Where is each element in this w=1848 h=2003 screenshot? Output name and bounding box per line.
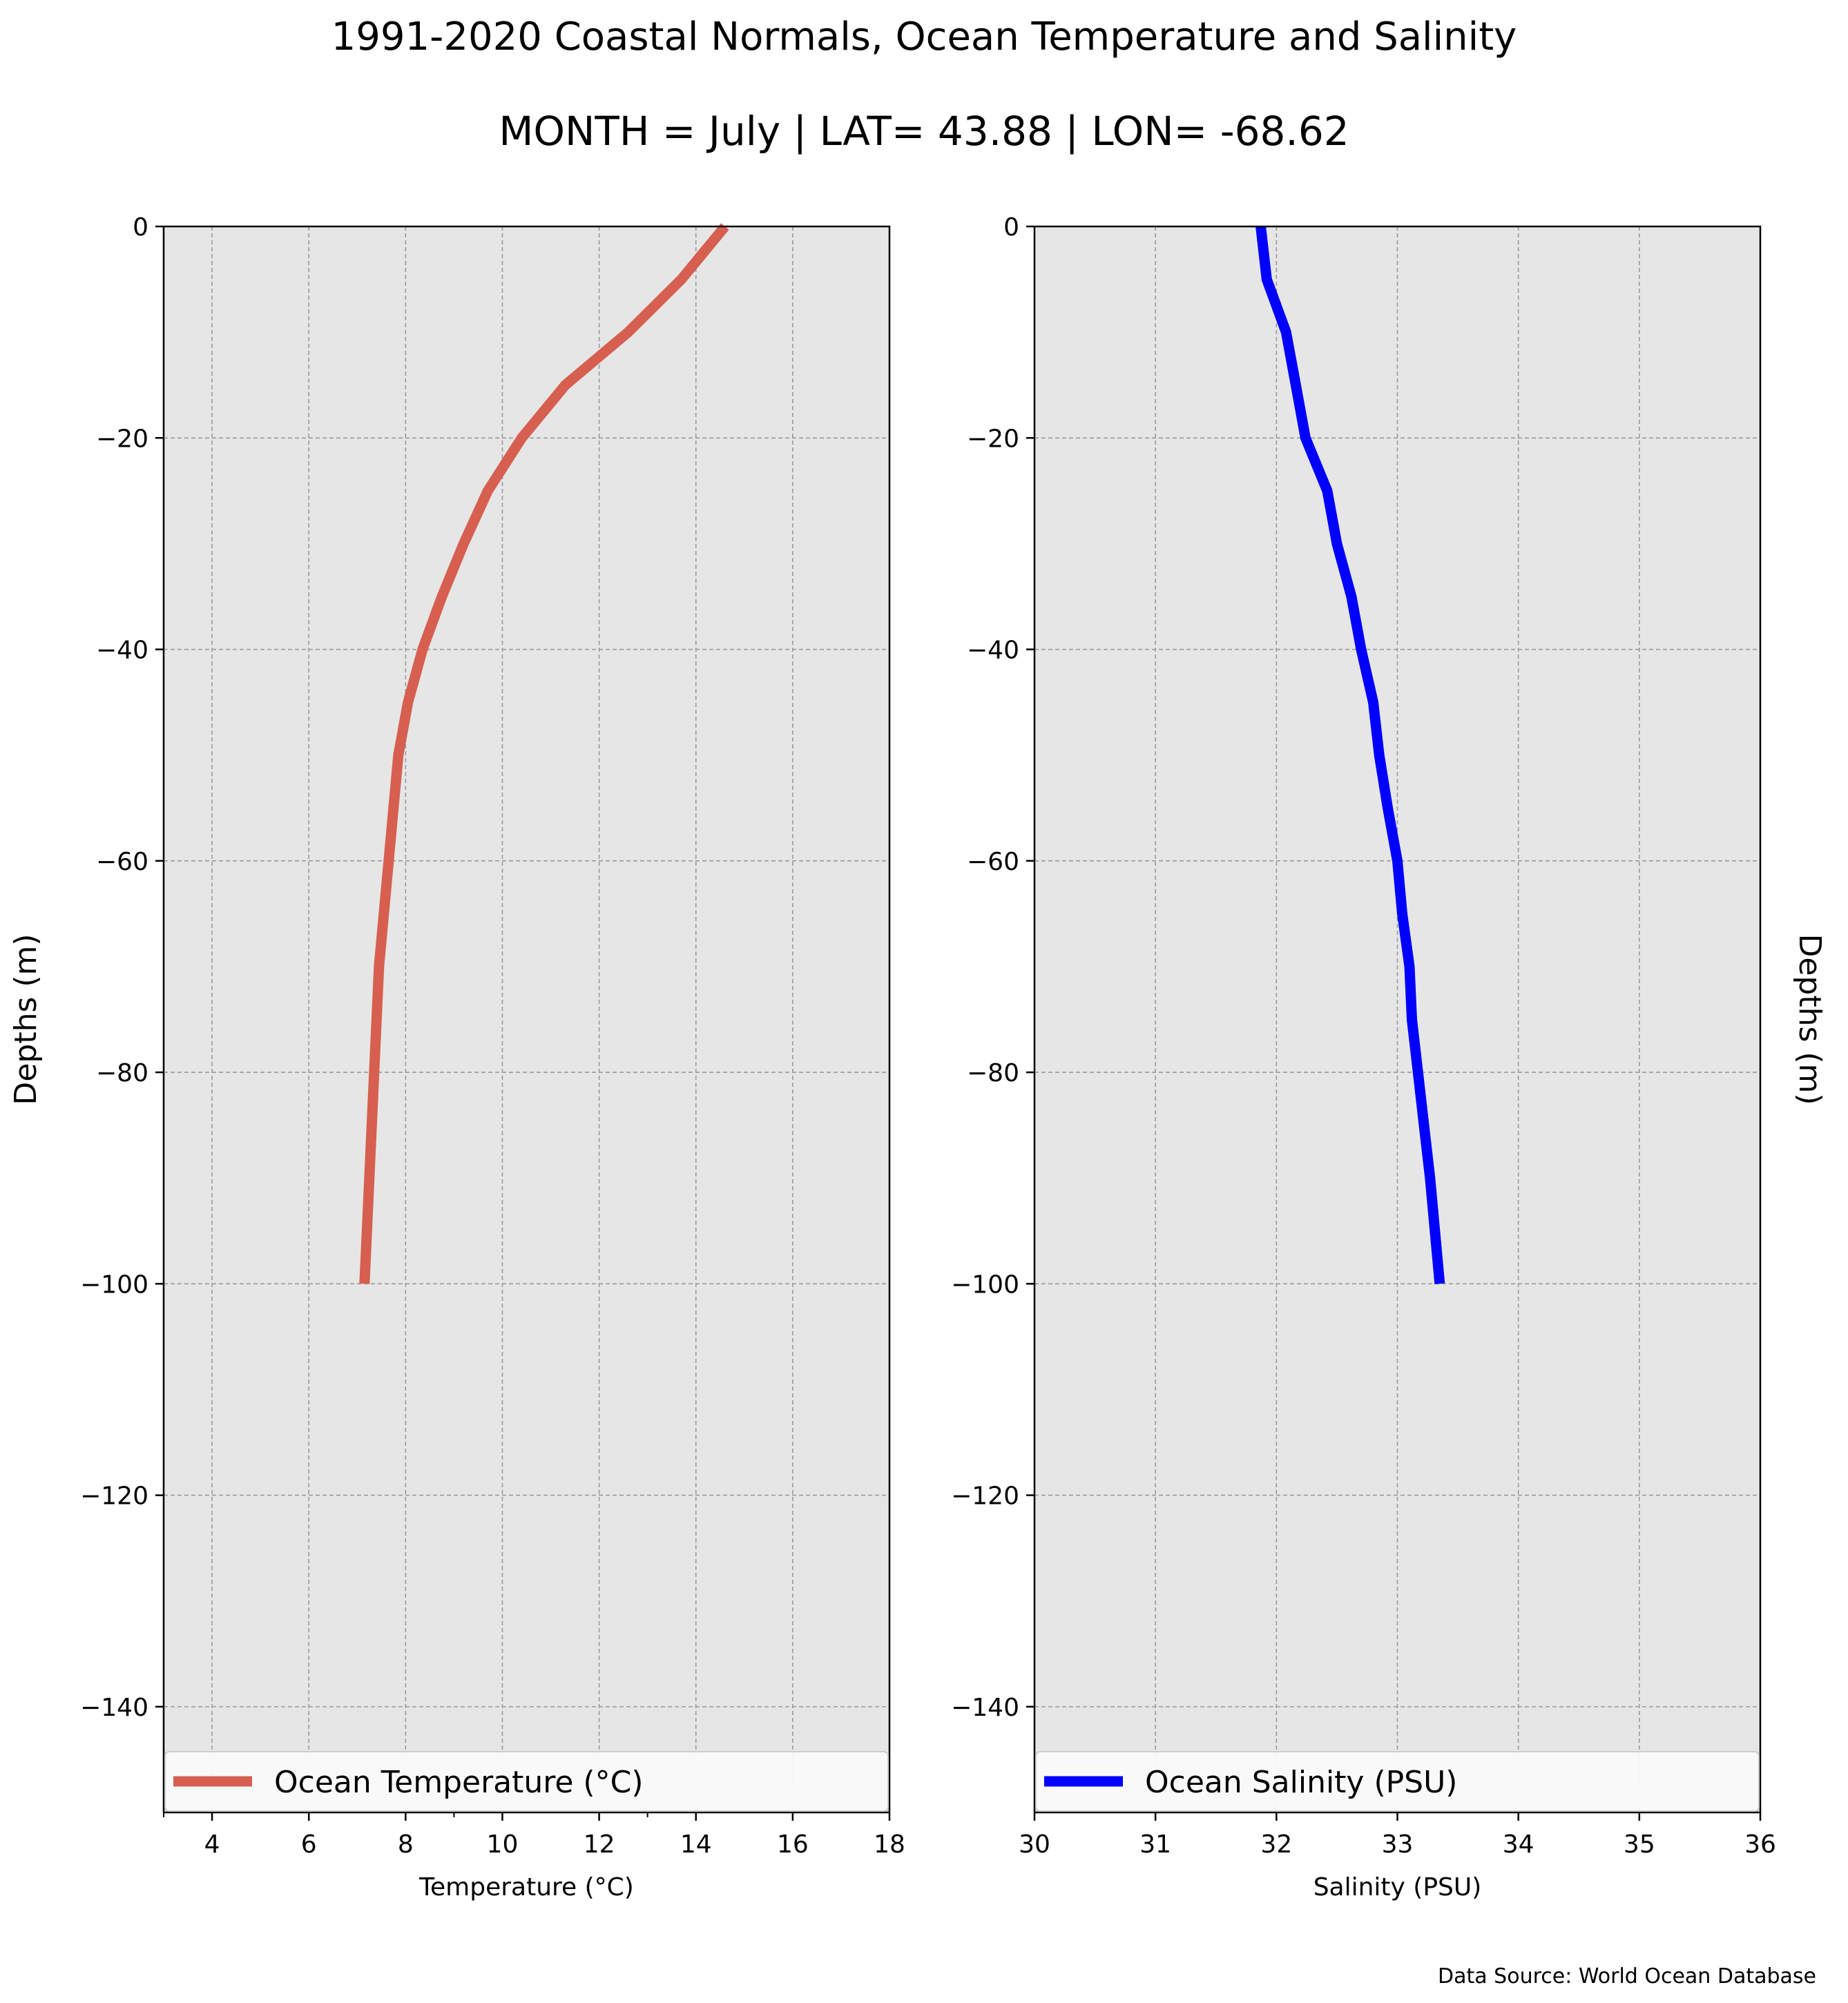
figure-title: 1991-2020 Coastal Normals, Ocean Tempera… — [331, 14, 1517, 59]
temperature-x-axis-label: Temperature (°C) — [418, 1873, 634, 1902]
salinity-y-tick-label: −140 — [951, 1694, 1019, 1722]
temperature-legend: Ocean Temperature (°C) — [164, 1751, 889, 1812]
salinity-y-tick-label: −120 — [951, 1482, 1019, 1511]
temperature-y-tick-label: −100 — [80, 1270, 148, 1299]
temperature-legend-label: Ocean Temperature (°C) — [274, 1765, 644, 1800]
data-source-note: Data Source: World Ocean Database — [1438, 1964, 1816, 1989]
temperature-x-tick-label: 4 — [204, 1830, 220, 1859]
salinity-x-tick-label: 36 — [1744, 1830, 1776, 1859]
temperature-y-tick-label: −40 — [96, 637, 148, 665]
temperature-x-tick-label: 6 — [301, 1830, 317, 1859]
temperature-x-tick-label: 18 — [874, 1830, 905, 1859]
temperature-y-tick-label: −60 — [96, 848, 148, 876]
salinity-x-tick-label: 32 — [1260, 1830, 1292, 1859]
temperature-x-tick-label: 16 — [777, 1830, 809, 1859]
temperature-x-tick-label: 8 — [398, 1830, 414, 1859]
salinity-legend-box — [1035, 1751, 1760, 1812]
temperature-x-tick-label: 10 — [487, 1830, 519, 1859]
temperature-legend-box — [164, 1751, 889, 1812]
salinity-x-tick-label: 30 — [1019, 1830, 1050, 1859]
salinity-y-tick-label: −20 — [967, 425, 1019, 453]
figure-subtitle: MONTH = July | LAT= 43.88 | LON= -68.62 — [499, 108, 1349, 155]
salinity-y-tick-label: −60 — [967, 848, 1019, 876]
temperature-plot-area — [164, 226, 889, 1812]
temperature-panel: 0 −20 −40 −60 −80 −100 −120 −140 4 6 8 10 12 14 16 18 Te… — [8, 213, 905, 1902]
temperature-y-tick-label: −120 — [80, 1482, 148, 1511]
salinity-y-tick-label: 0 — [1003, 213, 1019, 242]
temperature-series-line — [359, 223, 729, 1284]
temperature-axes-frame — [162, 225, 891, 1814]
temperature-y-tick-label: −80 — [96, 1059, 148, 1087]
temperature-y-axis-label: Depths (m) — [8, 933, 44, 1105]
temperature-y-tick-label: 0 — [133, 213, 148, 242]
temperature-y-tick-label: −140 — [80, 1694, 148, 1722]
salinity-x-tick-label: 33 — [1382, 1830, 1414, 1859]
salinity-legend-label: Ocean Salinity (PSU) — [1145, 1765, 1457, 1800]
temperature-x-tick-label: 12 — [584, 1830, 615, 1859]
temperature-y-tick-label: −20 — [96, 425, 148, 453]
salinity-x-tick-label: 34 — [1503, 1830, 1534, 1859]
salinity-series-line — [1255, 226, 1445, 1284]
salinity-y-axis-label: Depths (m) — [1792, 933, 1827, 1105]
salinity-y-tick-label: −40 — [967, 637, 1019, 665]
salinity-y-tick-label: −80 — [967, 1059, 1019, 1087]
salinity-x-tick-label: 35 — [1624, 1830, 1655, 1859]
salinity-panel: 0 −20 −40 −60 −80 −100 −120 −140 30 31 32 33 34 35 36 S… — [951, 213, 1827, 1902]
salinity-x-axis-label: Salinity (PSU) — [1313, 1873, 1482, 1902]
salinity-y-tick-label: −100 — [951, 1270, 1019, 1299]
salinity-legend: Ocean Salinity (PSU) — [1035, 1751, 1760, 1812]
temperature-x-tick-label: 14 — [680, 1830, 712, 1859]
salinity-x-tick-label: 31 — [1139, 1830, 1171, 1859]
